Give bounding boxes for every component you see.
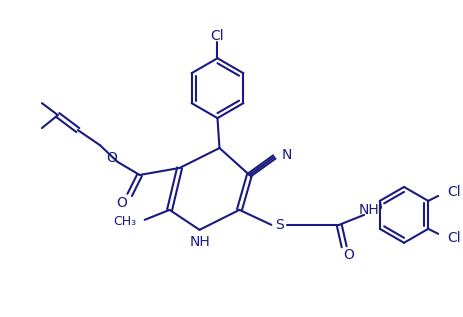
Text: S: S — [275, 218, 284, 232]
Text: NH: NH — [189, 235, 210, 249]
Text: O: O — [116, 196, 127, 210]
Text: Cl: Cl — [447, 185, 461, 199]
Text: CH₃: CH₃ — [113, 215, 137, 228]
Text: N: N — [282, 148, 292, 162]
Text: O: O — [106, 151, 117, 165]
Text: NH: NH — [359, 203, 380, 217]
Text: Cl: Cl — [211, 29, 224, 43]
Text: O: O — [344, 248, 355, 262]
Text: Cl: Cl — [447, 231, 461, 245]
